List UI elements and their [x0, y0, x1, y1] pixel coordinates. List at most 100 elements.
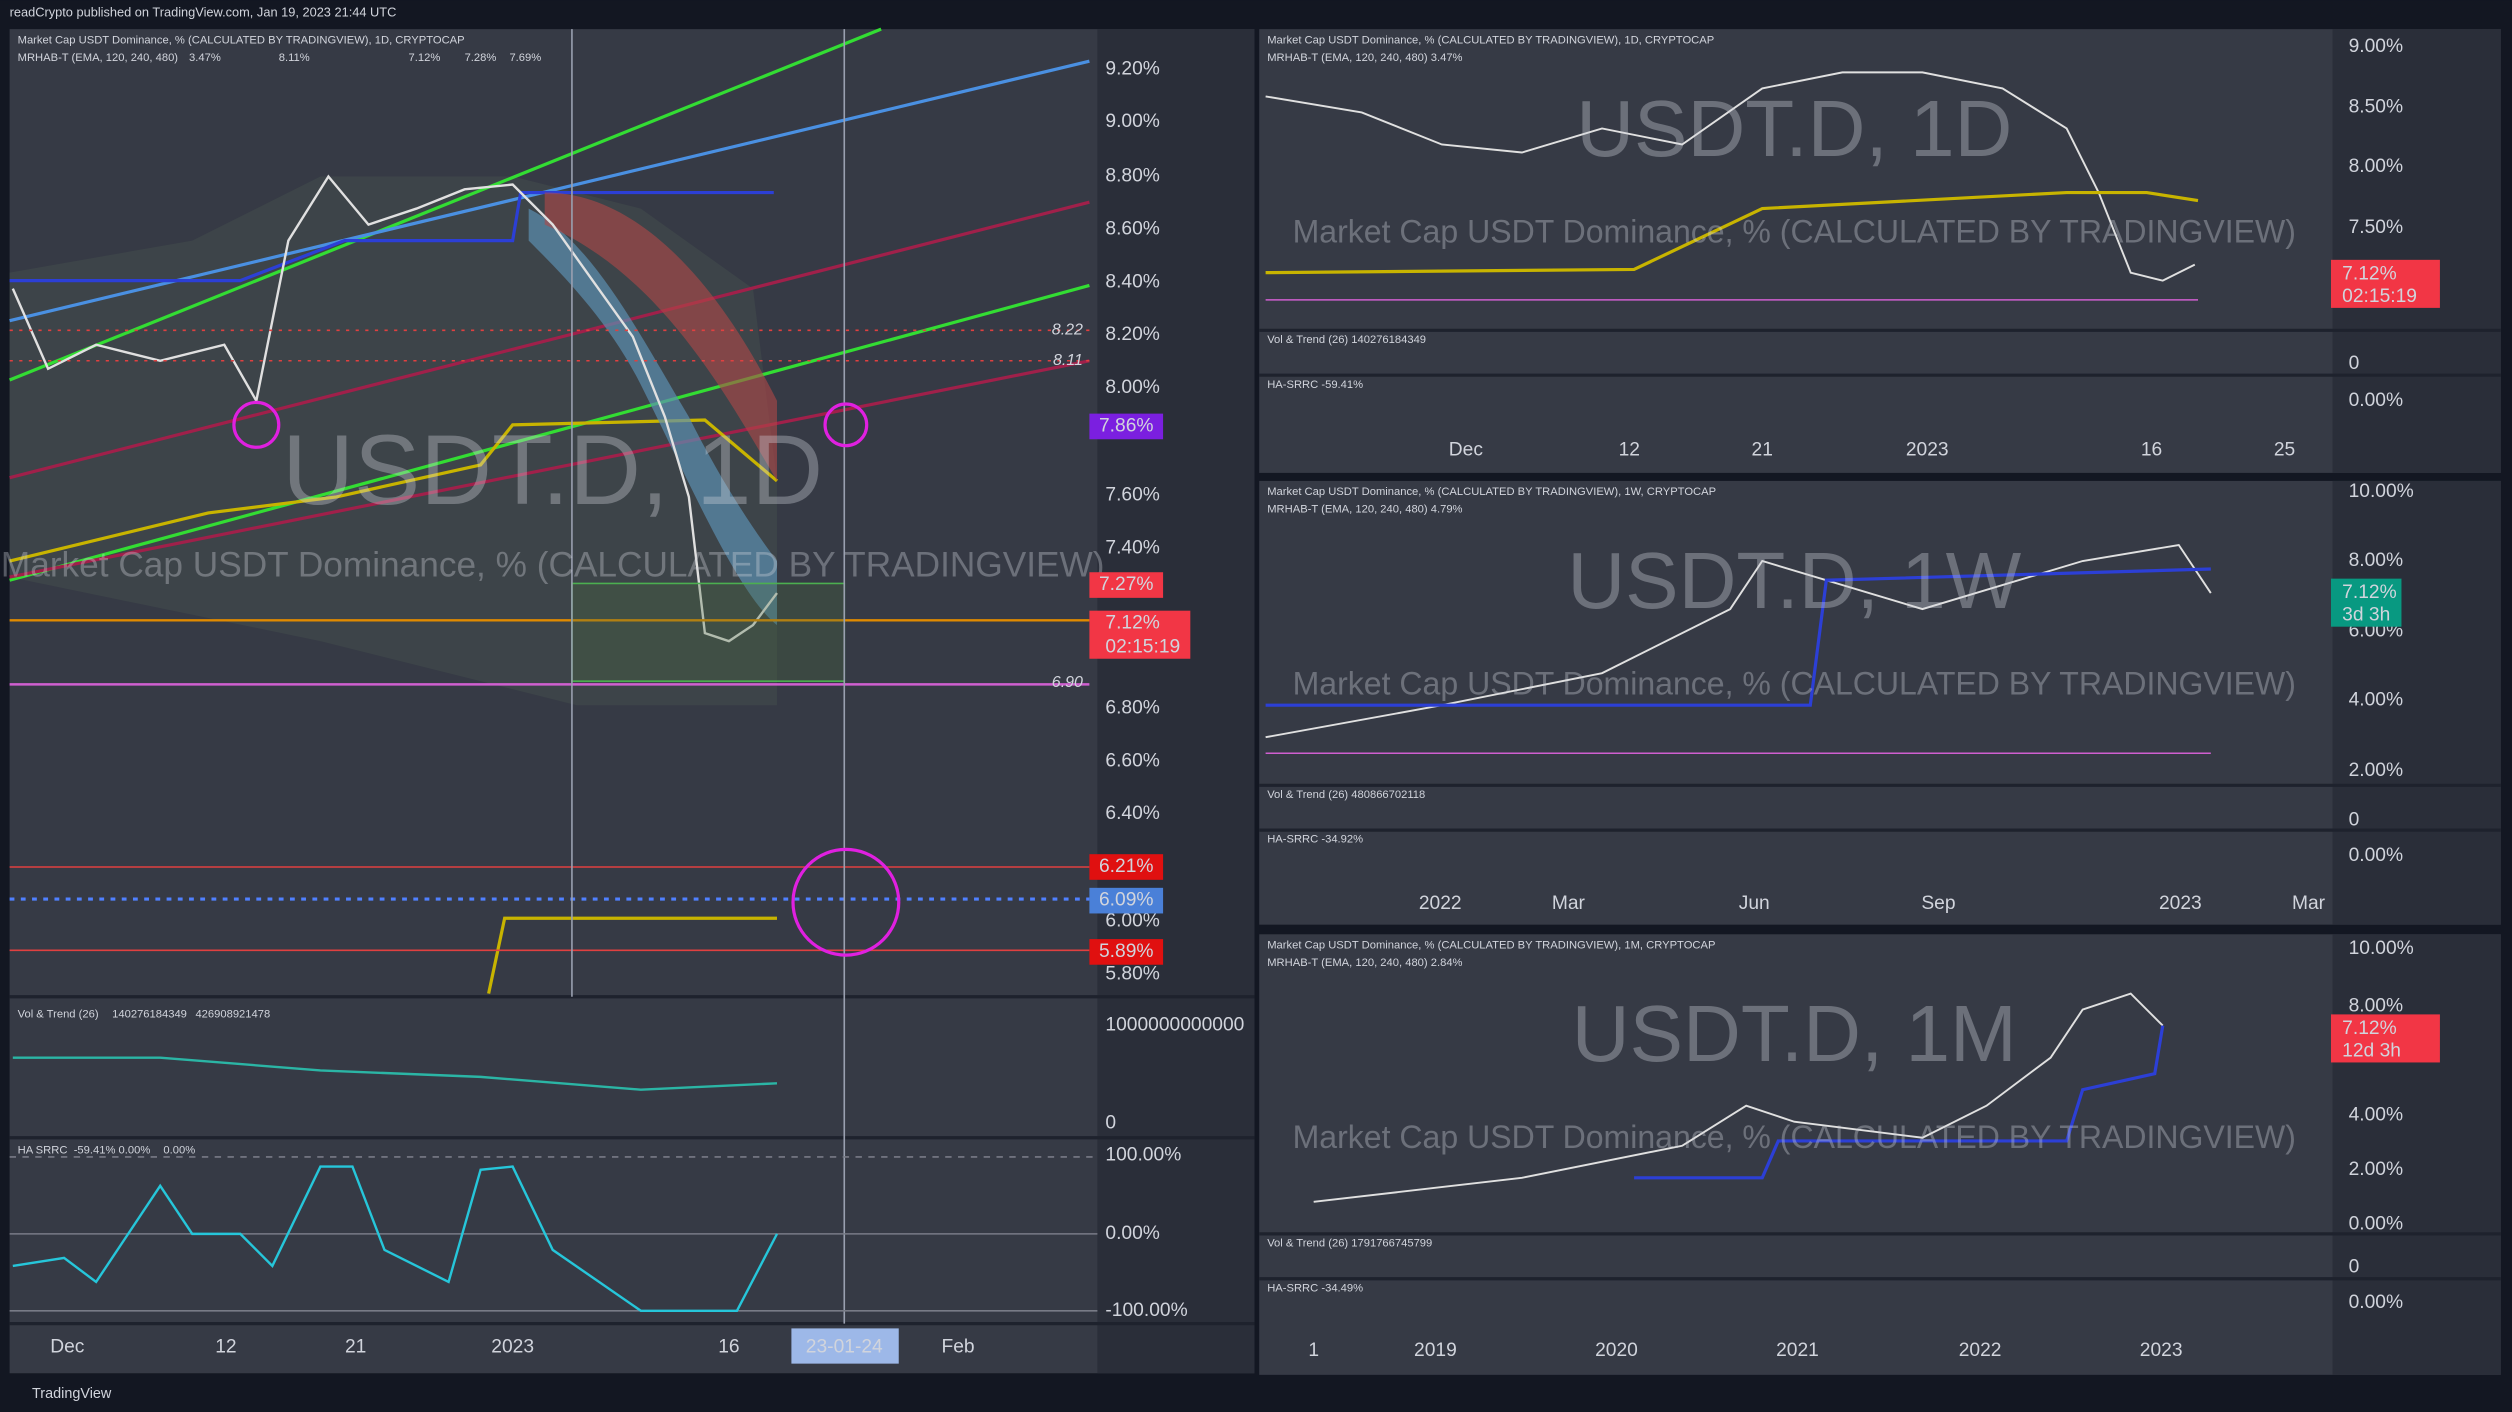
price-axis-label: 9.00% [1105, 111, 1160, 132]
price-axis-label: 4.00% [2349, 1104, 2404, 1125]
time-axis-label: 1 [1308, 1340, 1319, 1361]
price-axis-label: 2.00% [2349, 1159, 2404, 1180]
countdown: 3d 3h [2342, 605, 2390, 626]
price-tag: 7.12% [2342, 582, 2397, 603]
price-axis-label: 6.40% [1105, 803, 1160, 824]
time-axis-label: Feb [941, 1337, 974, 1358]
price-axis-label: 8.50% [2349, 97, 2404, 118]
price-axis-label: 7.50% [2349, 217, 2404, 238]
watermark: USDT.D, 1D [282, 415, 823, 526]
price-axis-label: 10.00% [2349, 481, 2414, 502]
countdown: 02:15:19 [2342, 286, 2417, 307]
indicator-value: 7.69% [509, 52, 541, 64]
time-axis-label: Mar [2292, 893, 2326, 914]
ema-band [544, 192, 777, 481]
indicator-value: 7.12% [409, 52, 441, 64]
vol-legend: Vol & Trend (26) 480866702118 [1267, 789, 1425, 801]
time-axis-label: Dec [50, 1337, 85, 1358]
price-tag-bg [1089, 610, 1191, 659]
countdown: 12d 3h [2342, 1040, 2401, 1061]
price-axis-label: 10.00% [2349, 938, 2414, 959]
watermark-subtitle: Market Cap USDT Dominance, % (CALCULATED… [1293, 214, 2296, 250]
price-line [1313, 992, 2164, 1203]
main-price-scale [1097, 29, 1255, 1374]
support-line [1634, 1025, 2165, 1180]
support-line [1265, 567, 2211, 707]
price-tag-bg [1089, 572, 1164, 598]
price-tag-bg [2330, 578, 2402, 627]
price-tag: 6.21% [1099, 856, 1154, 877]
support-line [9, 190, 774, 283]
time-axis-label: 2023 [2159, 893, 2202, 914]
srrc-axis-label: 0.00% [2349, 845, 2404, 866]
price-scale [2332, 29, 2501, 473]
srrc-axis-label: -100.00% [1105, 1300, 1187, 1321]
vol-axis-label: 0 [2349, 353, 2360, 374]
price-axis-label: 9.20% [1105, 58, 1160, 79]
price-axis-label: 6.00% [1105, 911, 1160, 932]
srrc-axis-label: 100.00% [1105, 1144, 1181, 1165]
price-line [1265, 543, 2212, 739]
vol-axis-label: 0 [1105, 1112, 1116, 1133]
vol-legend: Vol & Trend (26) 140276184349 [1267, 334, 1426, 346]
vol-value: 140276184349 [112, 1008, 187, 1020]
time-axis-label: 21 [345, 1337, 366, 1358]
price-axis-label: 7.40% [1105, 537, 1160, 558]
time-axis-label: 21 [1752, 440, 1773, 461]
time-axis-label: Sep [1921, 893, 1955, 914]
price-tag-bg [1089, 854, 1164, 880]
panel-1w [1259, 480, 2501, 925]
price-axis-label: 4.00% [2349, 689, 2404, 710]
ma-line [9, 418, 779, 563]
level-label: 8.22 [1052, 321, 1083, 339]
price-tag: 7.12% [2342, 1018, 2397, 1039]
marker-circle [791, 847, 901, 957]
price-tag: 7.12% [2342, 263, 2397, 284]
countdown: 02:15:19 [1105, 637, 1180, 658]
srrc-legend: HA SRRC [18, 1145, 68, 1157]
marker-circle [823, 402, 869, 448]
ma-line [487, 916, 777, 994]
time-axis-label: 2022 [1959, 1340, 2002, 1361]
price-axis-label: 5.80% [1105, 963, 1160, 984]
time-axis-label: 23-01-24 [806, 1337, 883, 1358]
time-axis-label: Dec [1449, 440, 1484, 461]
watermark-subtitle: Market Cap USDT Dominance, % (CALCULATED… [1293, 665, 2296, 701]
price-axis-label: 8.20% [1105, 324, 1160, 345]
srrc-value: -59.41% [74, 1145, 116, 1157]
cloud [9, 176, 777, 706]
time-axis-label: 12 [215, 1337, 236, 1358]
price-tag-bg [2330, 259, 2440, 308]
vol-axis-label: 0 [2349, 1257, 2360, 1278]
price-axis-label: 8.00% [2349, 995, 2404, 1016]
marker-circle [232, 400, 281, 449]
time-axis-label: 2020 [1595, 1340, 1638, 1361]
watermark: USDT.D, 1M [1572, 988, 2017, 1078]
price-axis-label: 8.00% [2349, 550, 2404, 571]
vol-value: 426908921478 [195, 1008, 270, 1020]
indicator-legend: MRHAB-T (EMA, 120, 240, 480) 4.79% [1267, 504, 1462, 516]
zone-box [571, 582, 846, 682]
legend: Market Cap USDT Dominance, % (CALCULATED… [18, 34, 465, 46]
indicator-value: 3.47% [189, 52, 221, 64]
indicator-value: 8.11% [279, 52, 310, 64]
ema-band [528, 208, 777, 626]
price-axis-label: 6.80% [1105, 697, 1160, 718]
watermark-subtitle: Market Cap USDT Dominance, % (CALCULATED… [1293, 1119, 2296, 1155]
price-tag-bg [2330, 1014, 2440, 1063]
price-tag: 5.89% [1099, 941, 1154, 962]
time-axis-label: 2021 [1776, 1340, 1819, 1361]
watermark-subtitle: Market Cap USDT Dominance, % (CALCULATED… [1, 546, 1105, 585]
price-axis-label: 8.00% [2349, 156, 2404, 177]
trend-line [9, 27, 882, 382]
price-tag: 6.09% [1099, 890, 1154, 911]
price-axis-label: 8.00% [1105, 377, 1160, 398]
srrc-value: 0.00% [119, 1145, 151, 1157]
price-line [1265, 71, 2196, 282]
legend: Market Cap USDT Dominance, % (CALCULATED… [1267, 34, 1714, 46]
srrc-axis-label: 0.00% [2349, 390, 2404, 411]
time-axis-label: 25 [2274, 440, 2295, 461]
price-axis-label: 6.60% [1105, 750, 1160, 771]
channel-line [9, 359, 1090, 579]
footer-brand: TradingView [32, 1386, 112, 1402]
